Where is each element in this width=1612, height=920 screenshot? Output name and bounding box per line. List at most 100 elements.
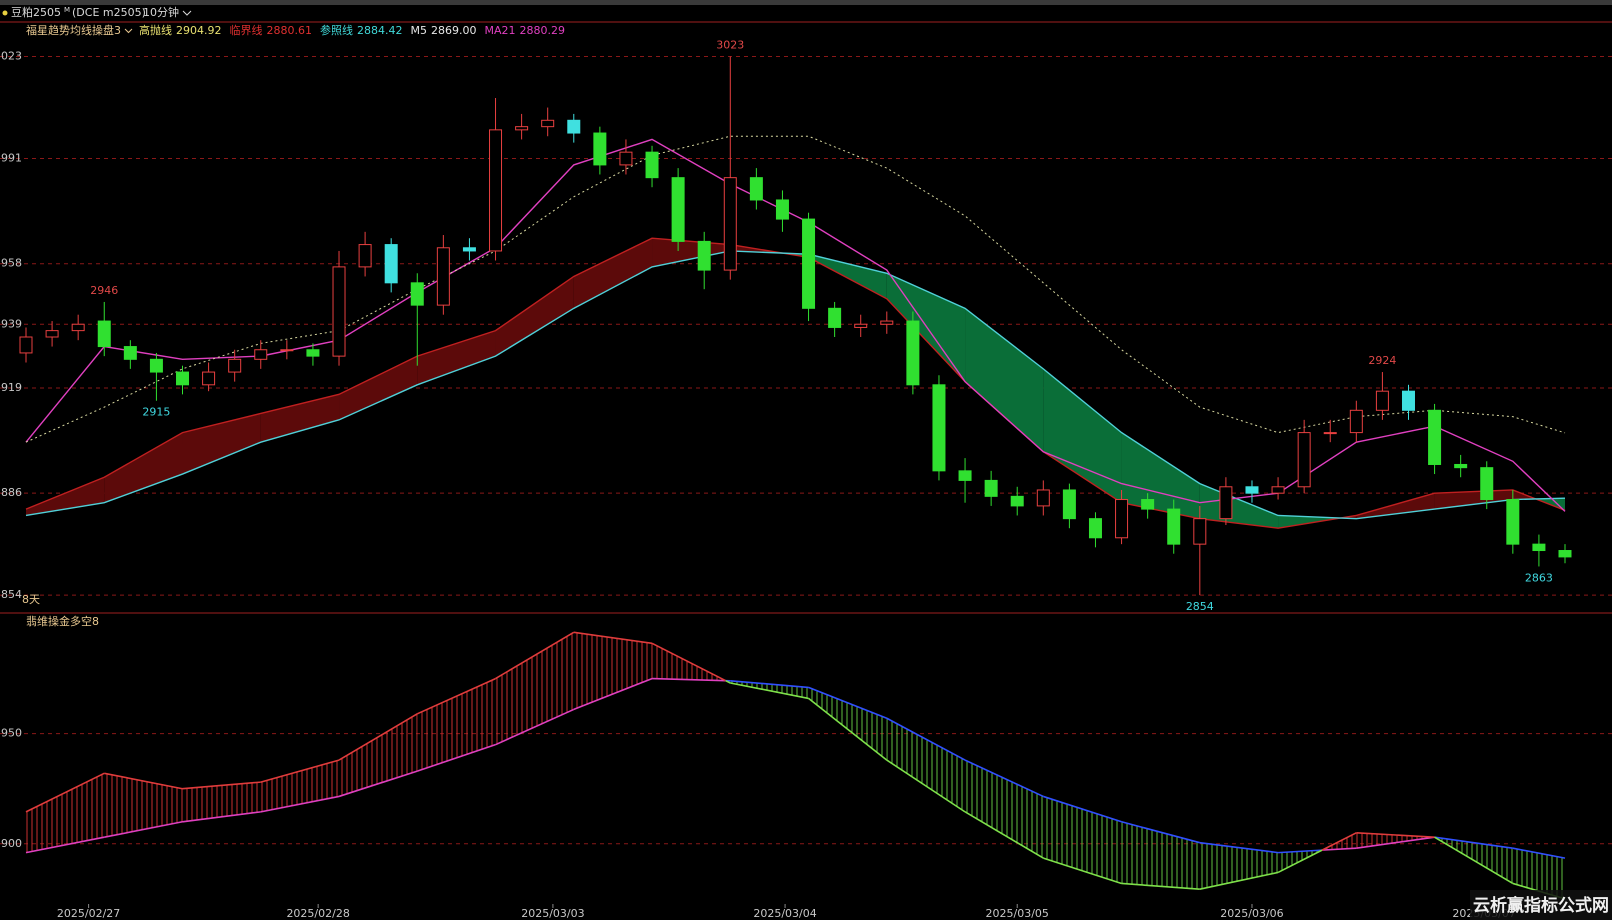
candle-body <box>1271 486 1285 494</box>
candle-body <box>410 282 424 306</box>
candle-body <box>828 307 842 328</box>
symbol[interactable]: 豆粕2505 <box>11 5 61 19</box>
candle-body <box>880 320 894 325</box>
band-fill <box>1199 483 1279 529</box>
candle-body <box>1088 518 1102 539</box>
y-tick-label: 2900 <box>0 837 22 850</box>
fast-line <box>260 759 340 783</box>
candle-body <box>1115 499 1129 539</box>
band-fill <box>1043 368 1122 503</box>
fast-line <box>338 713 418 761</box>
price-annotation: 3023 <box>716 39 744 52</box>
candle-body <box>1506 499 1520 545</box>
x-tick-label: 2025/03/03 <box>521 907 584 920</box>
price-annotation: 2863 <box>1525 571 1553 584</box>
y-tick-label: 2919 <box>0 381 22 394</box>
fast-line <box>1043 857 1122 885</box>
candle-body <box>1454 463 1468 469</box>
legend-name: 临界线 <box>230 23 263 37</box>
candle-body <box>1401 390 1415 411</box>
y-tick-label: 2886 <box>0 486 22 499</box>
slow-line <box>1512 847 1566 859</box>
band-fill <box>1356 493 1435 519</box>
top-strip <box>0 0 1612 5</box>
price-annotation: 2946 <box>90 284 118 297</box>
candle-body <box>1141 499 1155 510</box>
band-fill <box>1121 432 1200 519</box>
candle-body <box>1193 518 1207 545</box>
band-fill <box>573 238 653 309</box>
band-fill <box>417 330 496 385</box>
candle-body <box>1010 495 1024 507</box>
fast-line <box>1434 836 1514 885</box>
slow-line <box>1121 820 1201 844</box>
slow-line <box>1434 836 1513 849</box>
candle-body <box>1558 550 1572 558</box>
x-tick-label: 2025/03/05 <box>986 907 1049 920</box>
band-fill <box>260 394 340 443</box>
fast-line <box>886 759 966 813</box>
slow-line <box>338 770 418 798</box>
y-tick-label: 2950 <box>0 727 22 740</box>
fast-line <box>1121 882 1200 890</box>
candle-body <box>932 384 946 472</box>
panel-title: 翡维操金多空8 <box>26 614 99 628</box>
candle-body <box>515 126 529 131</box>
x-tick-label: 2025/02/28 <box>286 907 349 920</box>
candle-body <box>1062 489 1076 520</box>
candle-body <box>19 336 33 354</box>
candle-body <box>1245 486 1259 494</box>
hatch-fill <box>1043 796 1122 884</box>
candle-body <box>1349 409 1363 434</box>
x-tick-label: 2025/02/27 <box>57 907 120 920</box>
slow-line <box>1356 836 1435 849</box>
legend-name: 高抛线 <box>139 23 172 37</box>
band-fill <box>1434 489 1513 510</box>
candle-body <box>462 247 476 252</box>
indicator-line <box>25 138 1566 512</box>
hatch-fill <box>26 773 105 853</box>
hatch-fill <box>886 718 966 812</box>
candle-body <box>1036 489 1050 507</box>
candle-body <box>775 199 789 220</box>
hatch-fill <box>495 632 574 745</box>
fast-line <box>730 682 809 700</box>
indicator-line <box>25 135 1566 443</box>
hatch-fill <box>182 782 261 822</box>
slow-line <box>417 743 496 772</box>
candle-body <box>1375 390 1389 411</box>
legend-value: 2880.29 <box>520 24 566 37</box>
candle-body <box>984 479 998 497</box>
candle-body <box>149 358 163 373</box>
fast-line <box>725 679 731 684</box>
price-annotation: 2924 <box>1368 354 1396 367</box>
period-chevron[interactable] <box>182 10 192 16</box>
candle-body <box>45 330 59 338</box>
indicator-name[interactable]: 福星趋势均线操盘3 <box>26 23 121 37</box>
slow-line <box>1043 795 1122 823</box>
candle-body <box>906 320 920 386</box>
indicator-line <box>25 250 1566 520</box>
hatch-fill <box>1121 821 1200 890</box>
fast-line <box>808 697 888 761</box>
candle-body <box>697 240 711 271</box>
period[interactable]: 10分钟 <box>143 5 179 19</box>
y-tick-label: 3023 <box>0 50 22 63</box>
hatch-fill <box>104 773 183 838</box>
legend-name: 参照线 <box>320 23 353 37</box>
slow-line <box>886 717 966 761</box>
candle-body <box>749 177 763 201</box>
fast-line <box>104 772 183 790</box>
candle-body <box>1219 486 1233 520</box>
fast-line <box>25 772 105 813</box>
price-annotation: 2854 <box>1186 600 1214 613</box>
fast-line <box>1277 849 1323 874</box>
indicator-chevron <box>124 28 133 34</box>
hatch-fill <box>260 760 340 812</box>
corner-label: 8天 <box>22 593 40 606</box>
candle-body <box>1167 508 1181 545</box>
hatch-fill <box>417 678 496 772</box>
candle-body <box>254 349 268 360</box>
candle-body <box>802 218 816 309</box>
candle-body <box>1428 409 1442 465</box>
